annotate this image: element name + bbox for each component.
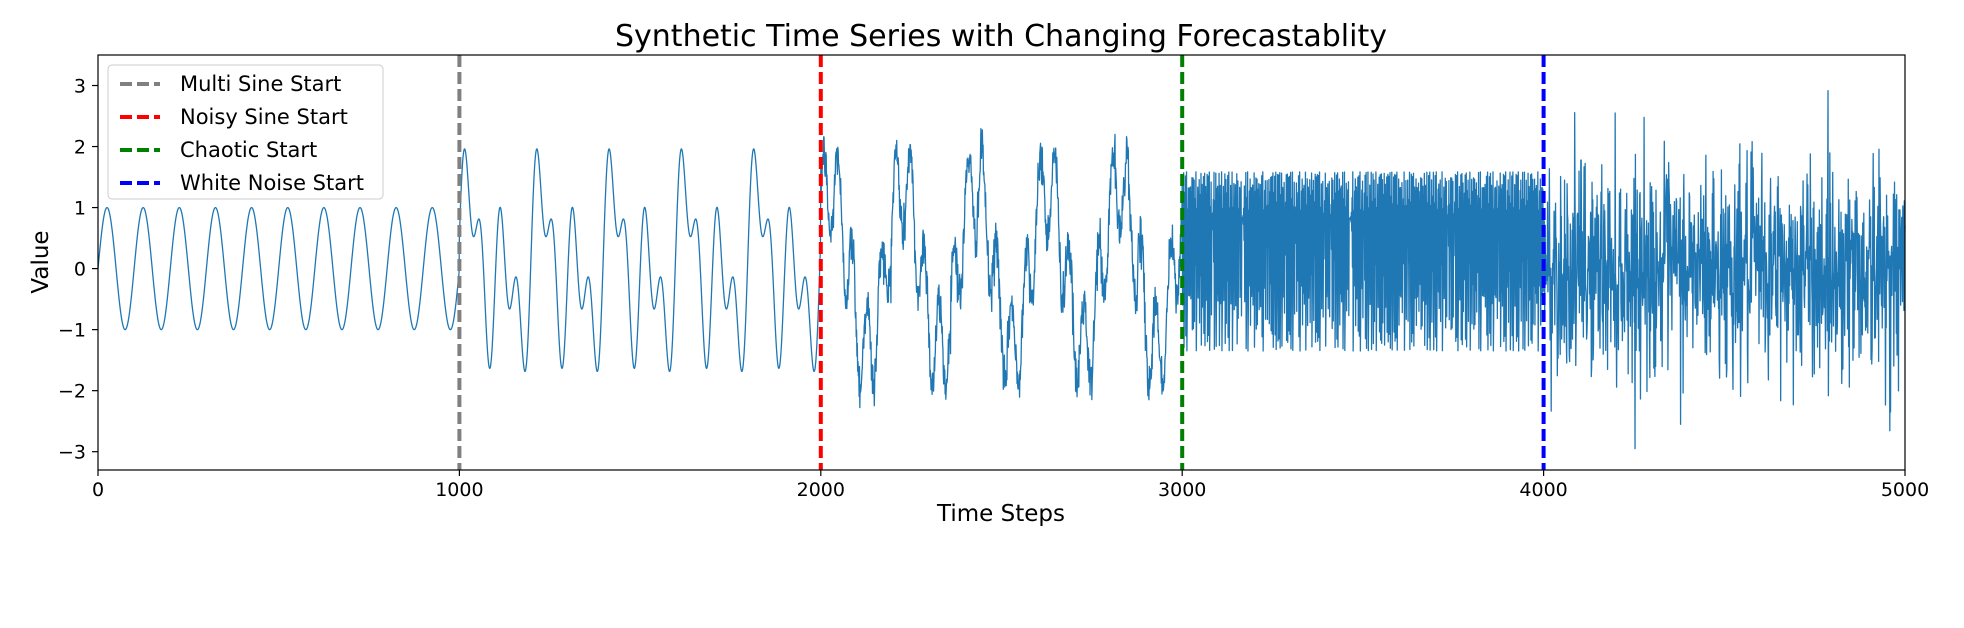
x-tick-label: 1000 [435,479,483,501]
x-tick-label: 3000 [1158,479,1206,501]
y-tick-label: −1 [58,320,86,342]
x-tick-label: 2000 [797,479,845,501]
x-tick-label: 5000 [1881,479,1929,501]
y-axis-ticks: −3 −2 −1 0 1 2 3 [58,76,98,464]
y-tick-label: 0 [74,259,86,281]
y-tick-label: 2 [74,137,86,159]
legend-label: Chaotic Start [180,138,317,162]
plot-area [97,54,1906,471]
legend-item-multi-sine-start: Multi Sine Start [120,72,341,96]
y-tick-label: −2 [58,381,86,403]
legend-item-noisy-sine-start: Noisy Sine Start [120,105,348,129]
x-tick-label: 0 [92,479,104,501]
y-tick-label: 1 [74,198,86,220]
legend: Multi Sine Start Noisy Sine Start Chaotic … [107,64,384,200]
y-tick-label: 3 [74,76,86,98]
y-axis-label: Value [28,230,54,293]
legend-item-chaotic-start: Chaotic Start [120,138,317,162]
x-axis-ticks: 0 1000 2000 3000 4000 5000 [92,470,1929,501]
y-tick-label: −3 [58,442,86,464]
legend-label: White Noise Start [180,171,364,195]
chart-title: Synthetic Time Series with Changing Fore… [615,19,1387,54]
legend-box [107,64,384,200]
value-series-line [97,90,1906,450]
x-tick-label: 4000 [1519,479,1567,501]
section-start-lines [457,55,1546,470]
legend-label: Noisy Sine Start [180,105,348,129]
legend-item-white-noise-start: White Noise Start [120,171,364,195]
x-axis-label: Time Steps [936,501,1065,527]
legend-label: Multi Sine Start [180,72,341,96]
plot-frame [97,54,1906,471]
